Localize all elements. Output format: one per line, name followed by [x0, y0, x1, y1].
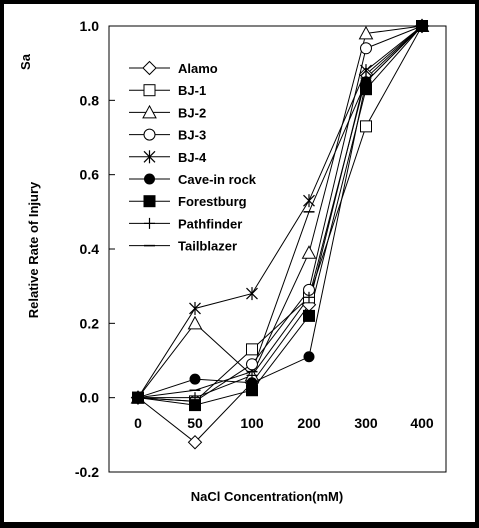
legend-label: Forestburg — [178, 194, 247, 209]
x-tick-label: 50 — [187, 415, 203, 431]
data-point — [360, 120, 372, 133]
y-tick-label: 0.2 — [80, 315, 100, 331]
x-ticks: 0 50 100 200 300 400 — [134, 415, 434, 431]
legend: Alamo BJ-1 BJ-2 BJ-3 BJ-4 Cave-in rock Forestb… — [129, 60, 257, 254]
x-tick-label: 100 — [240, 415, 264, 431]
y-tick-label: 1.0 — [80, 18, 100, 34]
legend-marker — [143, 128, 156, 141]
data-point — [189, 373, 201, 385]
plot-area — [108, 25, 447, 473]
y-tick-label: 0.4 — [80, 241, 100, 257]
data-point — [187, 435, 203, 450]
data-point — [303, 194, 315, 208]
y-tick-label: 0.6 — [80, 167, 100, 183]
data-point — [246, 358, 258, 371]
corner-ylabel: Sa — [18, 53, 33, 70]
legend-marker — [144, 173, 155, 185]
y-tick-label: 0.0 — [80, 390, 100, 406]
legend-label: BJ-2 — [178, 105, 206, 120]
data-point — [303, 351, 315, 363]
figure-panel — [4, 4, 475, 522]
data-point — [189, 301, 201, 315]
data-point — [187, 315, 203, 330]
series-line — [137, 25, 423, 398]
data-point — [189, 392, 201, 404]
series-line — [137, 25, 423, 406]
y-ticks: -0.2 0.0 0.2 0.4 0.6 0.8 1.0 — [75, 18, 115, 480]
x-tick-label: 200 — [297, 415, 321, 431]
x-tick-label: 0 — [134, 415, 142, 431]
data-point — [246, 287, 258, 301]
legend-marker — [143, 84, 156, 97]
legend-marker — [144, 217, 155, 229]
data-point — [360, 83, 372, 96]
legend-label: BJ-4 — [178, 150, 207, 165]
data-point — [360, 42, 372, 55]
legend-label: Tailblazer — [178, 239, 237, 254]
y-axis-label: Relative Rate of Injury — [26, 181, 41, 318]
series-line — [137, 25, 423, 443]
data-point — [301, 245, 317, 259]
y-tick-label: -0.2 — [75, 464, 99, 480]
x-tick-label: 400 — [410, 415, 434, 431]
series-line — [137, 25, 423, 399]
legend-label: Cave-in rock — [178, 172, 257, 187]
legend-label: BJ-3 — [178, 128, 206, 143]
legend-label: BJ-1 — [178, 83, 206, 98]
series-line — [137, 25, 423, 402]
x-tick-label: 300 — [354, 415, 378, 431]
x-axis-label: NaCl Concentration(mM) — [191, 489, 343, 504]
data-point — [303, 309, 315, 322]
data-point — [246, 384, 258, 397]
legend-marker — [143, 150, 156, 164]
data-point — [358, 25, 374, 40]
series-line — [138, 25, 423, 399]
legend-marker — [143, 195, 156, 208]
legend-label: Alamo — [178, 61, 218, 76]
data-point — [246, 343, 258, 356]
series-group — [130, 18, 430, 450]
y-tick-label: 0.8 — [80, 92, 100, 108]
series-line — [137, 25, 423, 398]
legend-marker — [142, 104, 157, 119]
legend-label: Pathfinder — [178, 216, 242, 231]
data-point — [303, 291, 315, 303]
legend-marker — [142, 60, 157, 76]
